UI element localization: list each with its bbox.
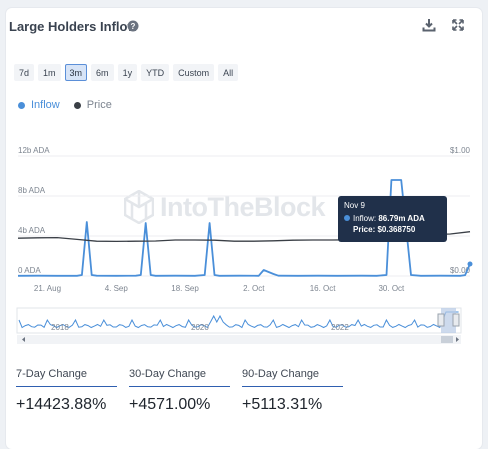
timeframe-1m[interactable]: 1m (38, 64, 61, 81)
change-7d-label: 7-Day Change (16, 368, 117, 387)
y-left-tick-label: 0 ADA (18, 266, 41, 275)
navigator-right-handle[interactable] (452, 313, 460, 327)
series-line-inflow[interactable] (17, 179, 471, 277)
change-7d-value: +14423.88% (16, 396, 107, 413)
legend-dot-price (73, 101, 81, 109)
change-30d: 30-Day Change +4571.00% (129, 368, 230, 414)
timeframe-1y[interactable]: 1y (117, 64, 138, 81)
navigator-window (16, 307, 462, 334)
y-right-tick-label: $0.00 (450, 266, 471, 275)
svg-text:?: ? (131, 22, 136, 31)
change-7d: 7-Day Change +14423.88% (16, 368, 117, 414)
widget-title: Large Holders Inflow (9, 19, 138, 34)
x-tick-label: 18. Sep (171, 284, 199, 293)
y-right-tick-label: $1.00 (450, 146, 471, 155)
scroll-left-arrow-icon[interactable] (22, 337, 25, 342)
scroll-right-arrow-icon[interactable] (456, 337, 459, 342)
tooltip-inflow-dot (344, 215, 350, 221)
navigator-series-line (18, 311, 459, 329)
question-circle-icon[interactable]: ? (127, 20, 139, 32)
change-90d-value: +5113.31% (242, 396, 323, 413)
navigator-left-handle[interactable] (437, 313, 445, 327)
inflow-end-marker (467, 261, 473, 267)
timeframe-ytd[interactable]: YTD (141, 64, 170, 81)
tooltip-inflow-label: Inflow: (353, 214, 377, 223)
chart-legend: Inflow Price (18, 99, 112, 111)
tooltip-price-value: $0.368750 (377, 225, 416, 234)
timeframe-custom[interactable]: Custom (173, 64, 215, 81)
legend-label-price: Price (86, 99, 112, 111)
navigator-year-2020: 2020 (191, 323, 209, 332)
x-tick-label: 2. Oct (243, 284, 265, 293)
x-tick-label: 4. Sep (105, 284, 129, 293)
fullscreen-icon[interactable] (450, 17, 466, 33)
legend-label-inflow: Inflow (31, 99, 60, 111)
navigator-selection[interactable] (441, 308, 456, 333)
range-navigator[interactable]: 2018 2020 2022 (11, 304, 469, 345)
y-left-tick-label: 4b ADA (18, 226, 46, 235)
x-tick-label: 21. Aug (34, 284, 61, 293)
tooltip-date: Nov 9 (344, 201, 365, 210)
tooltip-inflow-value: 86.79m ADA (378, 214, 425, 223)
timeframe-7d[interactable]: 7d (14, 64, 35, 81)
y-left-tick-label: 8b ADA (18, 186, 46, 195)
legend-item-inflow[interactable]: Inflow (18, 99, 60, 111)
change-90d: 90-Day Change +5113.31% (242, 368, 343, 414)
navigator-year-2022: 2022 (331, 323, 349, 332)
x-tick-label: 16. Oct (310, 284, 337, 293)
change-30d-value: +4571.00% (129, 396, 211, 413)
intotheblock-logo-icon (124, 190, 154, 224)
chart-tooltip: Nov 9 Inflow: 86.79m ADA Price: $0.36875… (338, 196, 447, 242)
tooltip-inflow-row: Inflow: 86.79m ADA (344, 213, 441, 224)
inflow-price-chart: 0 ADA 4b ADA 8b ADA 12b ADA $0.00 $1.00 21. Au… (17, 146, 473, 293)
scrollbar-thumb[interactable] (441, 336, 453, 343)
tooltip-price-row: Price: $0.368750 (344, 224, 441, 235)
download-icon[interactable] (421, 17, 437, 33)
timeframe-selector: 7d 1m 3m 6m 1y YTD Custom All (14, 64, 239, 81)
navigator-year-2018: 2018 (51, 323, 69, 332)
change-30d-label: 30-Day Change (129, 368, 230, 387)
legend-dot-inflow (18, 101, 25, 109)
timeframe-all[interactable]: All (218, 64, 239, 81)
navigator-scrollbar[interactable] (17, 335, 461, 344)
x-tick-label: 30. Oct (378, 284, 405, 293)
timeframe-3m[interactable]: 3m (64, 64, 88, 81)
change-stats: 7-Day Change +14423.88% 30-Day Change +4… (16, 368, 355, 414)
y-left-tick-label: 12b ADA (18, 146, 50, 155)
timeframe-6m[interactable]: 6m (91, 64, 114, 81)
tooltip-price-label: Price: (353, 225, 376, 234)
change-90d-label: 90-Day Change (242, 368, 343, 387)
legend-item-price[interactable]: Price (73, 99, 112, 111)
